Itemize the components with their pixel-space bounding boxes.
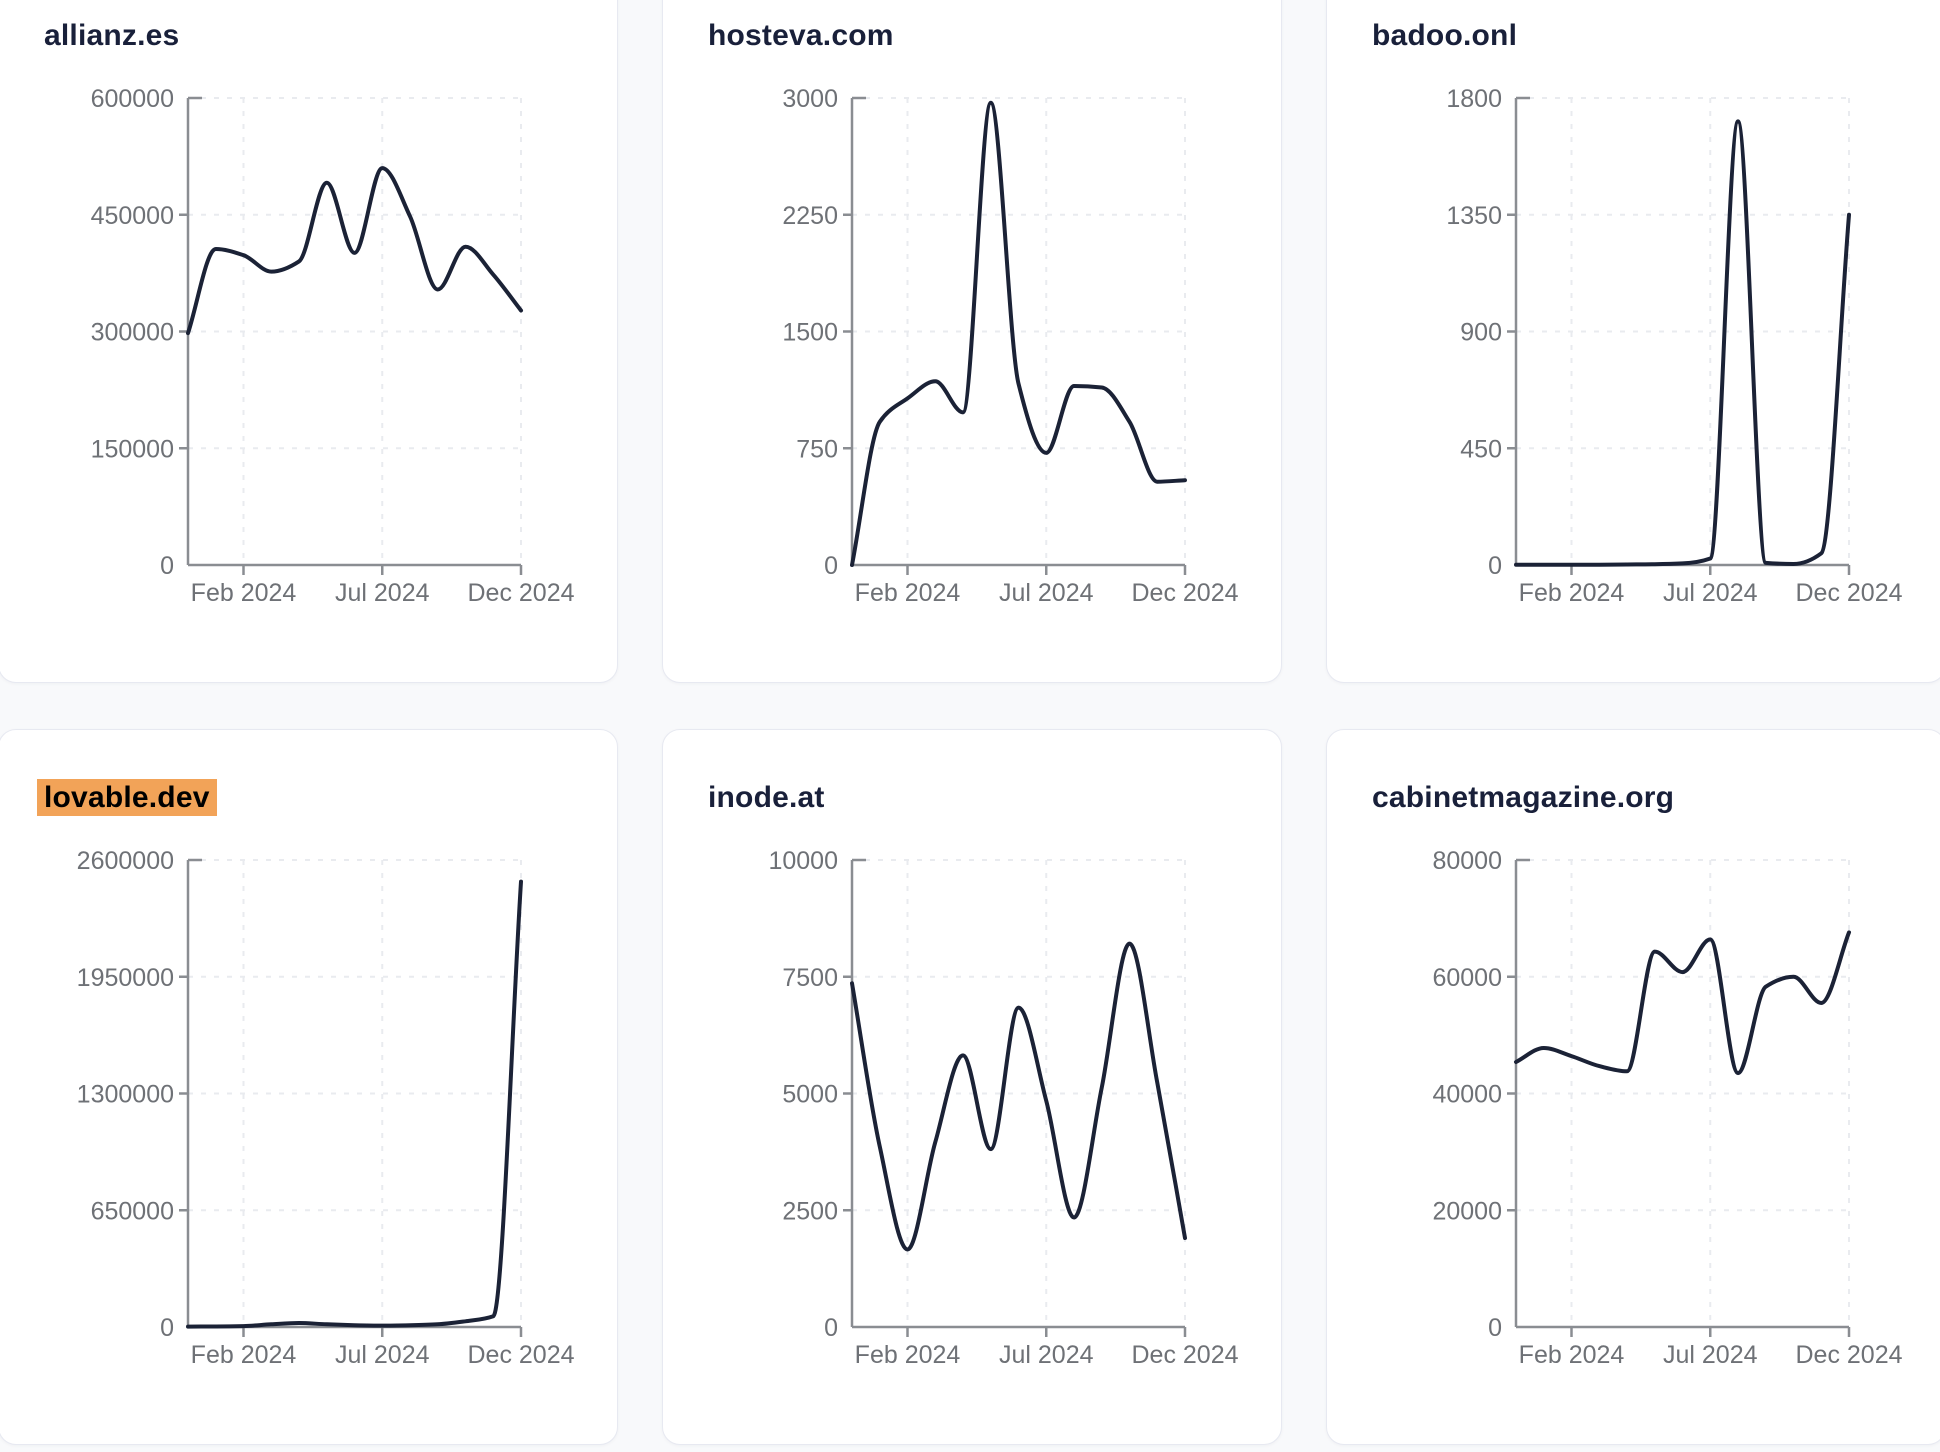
y-axis-tick-label: 0 (160, 1314, 174, 1342)
y-axis-tick-label: 0 (160, 552, 174, 580)
y-axis-tick-label: 0 (824, 1314, 838, 1342)
x-axis-tick-label: Dec 2024 (467, 579, 574, 607)
y-axis-tick-label: 1500 (782, 319, 838, 347)
y-axis-tick-label: 20000 (1432, 1197, 1502, 1225)
y-axis-tick-label: 1350 (1446, 202, 1502, 230)
y-axis-tick-label: 0 (824, 552, 838, 580)
y-axis-tick-label: 5000 (782, 1081, 838, 1109)
traffic-series-line (1514, 119, 1851, 567)
x-axis-tick-label: Feb 2024 (855, 579, 961, 607)
y-axis-tick-label: 650000 (91, 1197, 174, 1225)
traffic-line-chart: 0 2500 5000 7500 10000 Feb 2024 Jul 2024 Dec 20… (768, 847, 1238, 1369)
traffic-line-chart: 0 650000 1300000 1950000 2600000 Feb 2024 Jul … (77, 847, 575, 1369)
x-axis-tick-label: Feb 2024 (1519, 1341, 1625, 1369)
domain-title: cabinetmagazine.org (1372, 781, 1675, 814)
x-axis-tick-label: Feb 2024 (191, 579, 297, 607)
x-axis-tick-label: Jul 2024 (335, 579, 430, 607)
y-axis-tick-label: 2500 (782, 1197, 838, 1225)
y-axis-tick-label: 450000 (91, 202, 174, 230)
x-axis-tick-label: Feb 2024 (191, 1341, 297, 1369)
domain-card-allianz[interactable]: allianz.es 0 150000 300000 450000 600000 Feb … (0, 0, 618, 683)
domain-title: badoo.onl (1372, 19, 1518, 52)
y-axis-tick-label: 1300000 (77, 1081, 174, 1109)
y-axis-tick-label: 0 (1488, 552, 1502, 580)
x-axis-tick-label: Dec 2024 (1795, 579, 1902, 607)
y-axis-tick-label: 300000 (91, 319, 174, 347)
domain-card-lovable[interactable]: lovable.dev 0 650000 1300000 1950000 2600000… (0, 729, 618, 1445)
y-axis-tick-label: 1950000 (77, 964, 174, 992)
traffic-line-chart: 0 20000 40000 60000 80000 Feb 2024 Jul 2024 Dec… (1432, 847, 1902, 1369)
y-axis-tick-label: 3000 (782, 85, 838, 113)
domain-title-highlighted: lovable.dev (37, 779, 217, 816)
y-axis-tick-label: 150000 (91, 435, 174, 463)
traffic-series-line (850, 100, 1187, 567)
y-axis-tick-label: 60000 (1432, 964, 1502, 992)
y-axis-tick-label: 1800 (1446, 85, 1502, 113)
domain-card-hosteva[interactable]: hosteva.com 0 750 1500 2250 3000 Feb 2024 Jul … (662, 0, 1282, 683)
y-axis-tick-label: 7500 (782, 964, 838, 992)
y-axis-tick-label: 900 (1460, 319, 1502, 347)
traffic-series-line (186, 166, 523, 336)
x-axis-tick-label: Jul 2024 (999, 579, 1094, 607)
y-axis-tick-label: 750 (796, 435, 838, 463)
x-axis-tick-label: Dec 2024 (1131, 579, 1238, 607)
domain-title: hosteva.com (708, 19, 894, 52)
x-axis-tick-label: Dec 2024 (1795, 1341, 1902, 1369)
x-axis-tick-label: Feb 2024 (1519, 579, 1625, 607)
x-axis-tick-label: Jul 2024 (1663, 1341, 1758, 1369)
y-axis-tick-label: 2600000 (77, 847, 174, 875)
traffic-series-line (186, 879, 523, 1329)
domain-card-badoo[interactable]: badoo.onl 0 450 900 1350 1800 Feb 2024 Jul 202… (1326, 0, 1940, 683)
x-axis-tick-label: Dec 2024 (1131, 1341, 1238, 1369)
y-axis-tick-label: 600000 (91, 85, 174, 113)
x-axis-tick-label: Jul 2024 (335, 1341, 430, 1369)
x-axis-tick-label: Dec 2024 (467, 1341, 574, 1369)
traffic-series-line (850, 941, 1187, 1252)
y-axis-tick-label: 2250 (782, 202, 838, 230)
traffic-line-chart: 0 150000 300000 450000 600000 Feb 2024 Jul 202… (91, 85, 575, 607)
traffic-line-chart: 0 450 900 1350 1800 Feb 2024 Jul 2024 Dec 2024 (1446, 85, 1902, 607)
domain-card-inode[interactable]: inode.at 0 2500 5000 7500 10000 Feb 2024 Jul 2… (662, 729, 1282, 1445)
domain-title: inode.at (708, 781, 825, 814)
y-axis-tick-label: 450 (1460, 435, 1502, 463)
domain-card-cabinetmagazine[interactable]: cabinetmagazine.org 0 20000 40000 60000 8000… (1326, 729, 1940, 1445)
domain-title: allianz.es (44, 19, 180, 52)
x-axis-tick-label: Jul 2024 (1663, 579, 1758, 607)
y-axis-tick-label: 40000 (1432, 1081, 1502, 1109)
y-axis-tick-label: 80000 (1432, 847, 1502, 875)
y-axis-tick-label: 0 (1488, 1314, 1502, 1342)
x-axis-tick-label: Feb 2024 (855, 1341, 961, 1369)
x-axis-tick-label: Jul 2024 (999, 1341, 1094, 1369)
traffic-line-chart: 0 750 1500 2250 3000 Feb 2024 Jul 2024 Dec 2024 (782, 85, 1238, 607)
y-axis-tick-label: 10000 (768, 847, 838, 875)
traffic-series-line (1514, 930, 1851, 1076)
